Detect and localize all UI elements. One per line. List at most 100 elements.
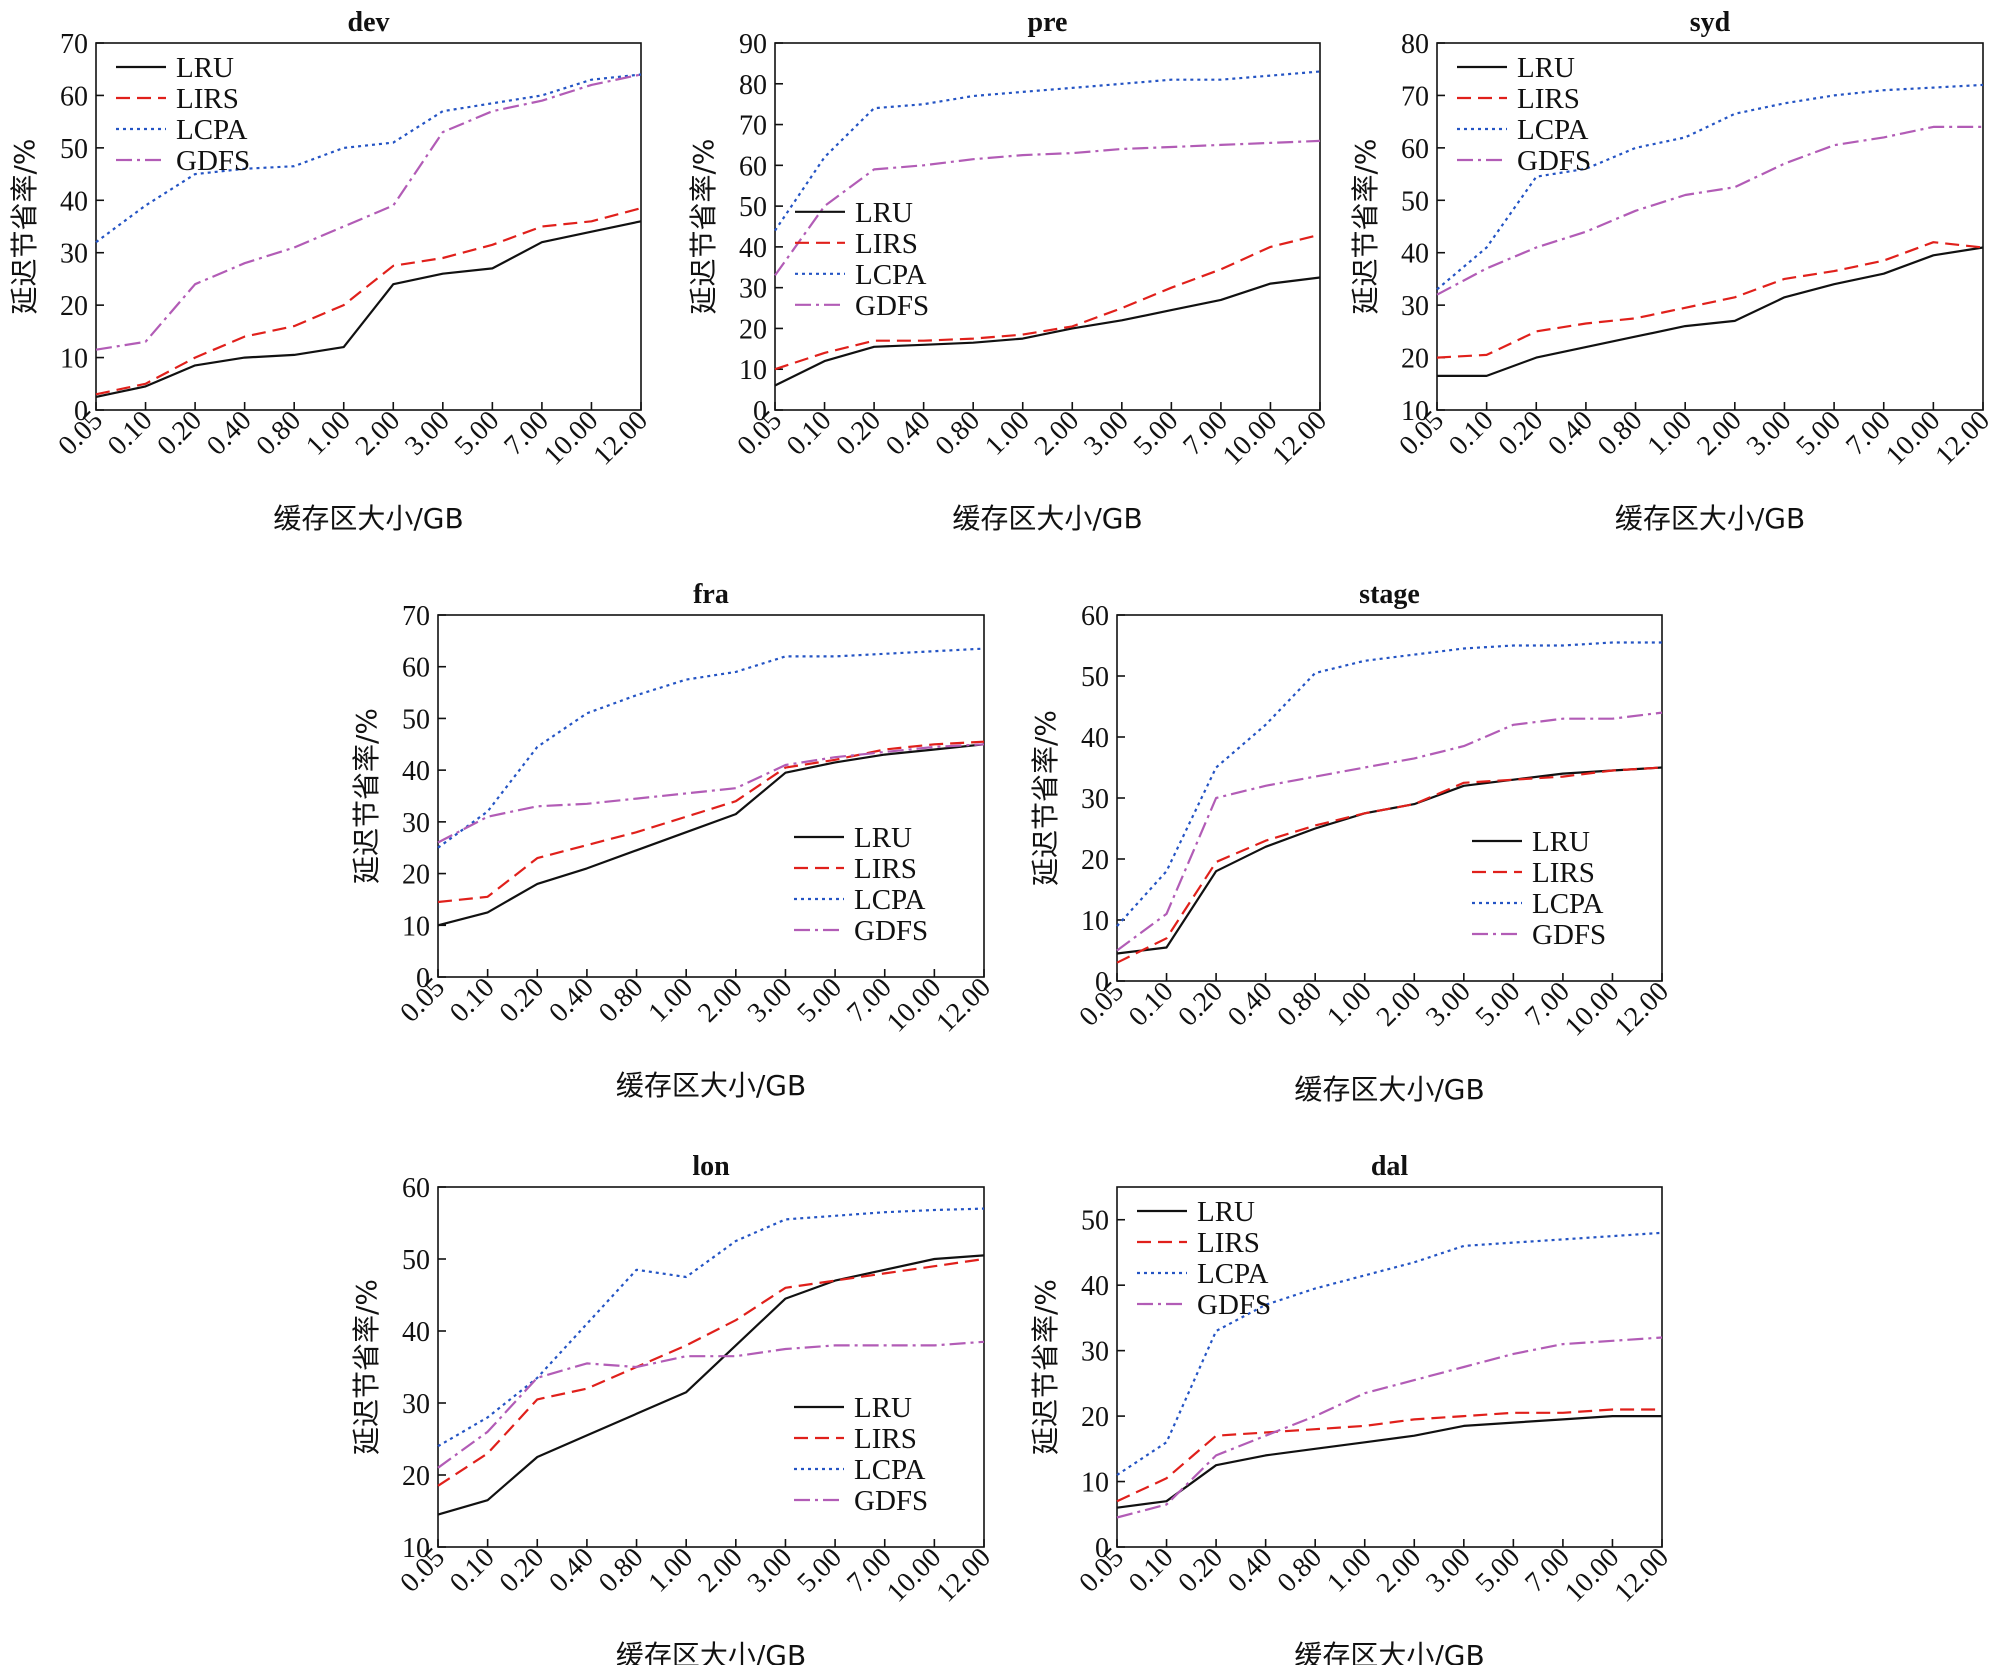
legend-label-lru: LRU: [1197, 1196, 1255, 1228]
y-tick-label: 60: [1081, 601, 1109, 632]
x-tick-label: 3.00: [399, 405, 456, 462]
x-tick-label: 2.00: [1371, 976, 1428, 1033]
plot-frame: [1116, 1186, 1663, 1548]
y-tick-label: 10: [402, 911, 430, 942]
legend-label-gdfs: GDFS: [1532, 919, 1606, 951]
x-tick-label: 0.80: [251, 405, 308, 462]
x-tick-label: 0.40: [1542, 405, 1599, 462]
legend-label-lcpa: LCPA: [855, 259, 927, 291]
x-tick-label: 0.10: [102, 405, 159, 462]
y-tick-label: 70: [402, 601, 430, 632]
x-tick-label: 1.00: [979, 405, 1036, 462]
series-line-gdfs: [437, 1340, 985, 1469]
y-tick-label: 0: [74, 396, 88, 427]
chart-title: pre: [1028, 7, 1068, 38]
x-tick-label: 3.00: [742, 1542, 799, 1599]
x-tick-label: 0.20: [151, 405, 208, 462]
x-tick-label: 0.10: [444, 1542, 501, 1599]
x-tick-label: 3.00: [742, 972, 799, 1029]
series-line-gdfs: [437, 743, 985, 844]
series-line-lirs: [774, 233, 1321, 371]
x-tick-label: 5.00: [1128, 405, 1185, 462]
x-tick-label: 2.00: [692, 1542, 749, 1599]
y-tick-label: 0: [1095, 967, 1109, 998]
legend-label-lcpa: LCPA: [176, 114, 248, 146]
y-tick-label: 40: [1081, 1271, 1109, 1302]
x-tick-label: 2.00: [692, 972, 749, 1029]
plot-frame: [437, 1186, 985, 1548]
y-tick-label: 30: [402, 808, 430, 839]
series-line-gdfs: [1436, 125, 1983, 296]
x-tick-label: 1.00: [1642, 405, 1699, 462]
chart-syd: syd10203040506070800.050.100.200.400.801…: [1349, 7, 1991, 535]
y-tick-label: 50: [1081, 662, 1109, 693]
y-axis-label: 延迟节省率/%: [8, 138, 41, 314]
legend-label-lru: LRU: [176, 52, 234, 84]
chart-title: lon: [692, 1151, 730, 1182]
legend-label-gdfs: GDFS: [854, 915, 928, 947]
series-line-gdfs: [1116, 1336, 1663, 1519]
legend-label-lirs: LIRS: [1517, 83, 1580, 115]
x-tick-label: 5.00: [1790, 405, 1847, 462]
y-tick-label: 20: [402, 860, 430, 891]
y-tick-label: 40: [1081, 723, 1109, 754]
y-tick-label: 10: [1081, 906, 1109, 937]
x-tick-label: 12.00: [587, 405, 653, 471]
x-tick-label: 0.20: [1172, 1542, 1229, 1599]
series-line-lcpa: [437, 1207, 985, 1448]
x-tick-label: 1.00: [1321, 976, 1378, 1033]
chart-title: syd: [1690, 7, 1731, 38]
legend-label-lirs: LIRS: [854, 1423, 917, 1455]
x-tick-label: 5.00: [791, 972, 848, 1029]
x-tick-label: 0.80: [1272, 1542, 1329, 1599]
x-tick-label: 3.00: [1078, 405, 1135, 462]
y-tick-label: 60: [739, 151, 767, 182]
y-tick-label: 20: [402, 1461, 430, 1492]
series-line-lcpa: [1116, 1231, 1663, 1476]
x-axis-label: 缓存区大小/GB: [952, 502, 1142, 535]
legend-label-lirs: LIRS: [1532, 857, 1595, 889]
y-tick-label: 50: [402, 704, 430, 735]
series-line-lcpa: [95, 73, 642, 244]
x-tick-label: 0.10: [1123, 976, 1180, 1033]
x-tick-label: 5.00: [1470, 976, 1527, 1033]
chart-title: dal: [1371, 1151, 1409, 1182]
x-tick-label: 2.00: [1371, 1542, 1428, 1599]
legend-label-gdfs: GDFS: [176, 145, 250, 177]
x-axis-label: 缓存区大小/GB: [1615, 502, 1805, 535]
x-axis-label: 缓存区大小/GB: [273, 502, 463, 535]
y-tick-label: 0: [416, 963, 430, 994]
y-tick-label: 40: [402, 756, 430, 787]
x-tick-label: 5.00: [1470, 1542, 1527, 1599]
y-tick-label: 10: [739, 355, 767, 386]
plot-frame: [95, 42, 642, 411]
legend-label-lcpa: LCPA: [854, 1454, 926, 1486]
x-tick-label: 0.80: [1592, 405, 1649, 462]
legend-label-lru: LRU: [854, 822, 912, 854]
x-tick-label: 10.00: [1217, 405, 1283, 471]
x-tick-label: 0.40: [543, 972, 600, 1029]
x-tick-label: 3.00: [1741, 405, 1798, 462]
y-tick-label: 50: [739, 192, 767, 223]
x-tick-label: 10.00: [881, 1542, 947, 1608]
x-tick-label: 0.40: [1222, 1542, 1279, 1599]
y-tick-label: 50: [402, 1245, 430, 1276]
legend-label-lru: LRU: [855, 197, 913, 229]
x-tick-label: 3.00: [1420, 976, 1477, 1033]
y-tick-label: 80: [1401, 29, 1429, 60]
y-tick-label: 50: [1401, 186, 1429, 217]
legend-label-lirs: LIRS: [855, 228, 918, 260]
series-line-lirs: [437, 740, 985, 904]
y-tick-label: 20: [1401, 344, 1429, 375]
y-tick-label: 60: [1401, 134, 1429, 165]
y-tick-label: 40: [1401, 239, 1429, 270]
x-tick-label: 0.20: [494, 972, 551, 1029]
x-tick-label: 0.20: [1493, 405, 1550, 462]
x-tick-label: 0.20: [494, 1542, 551, 1599]
